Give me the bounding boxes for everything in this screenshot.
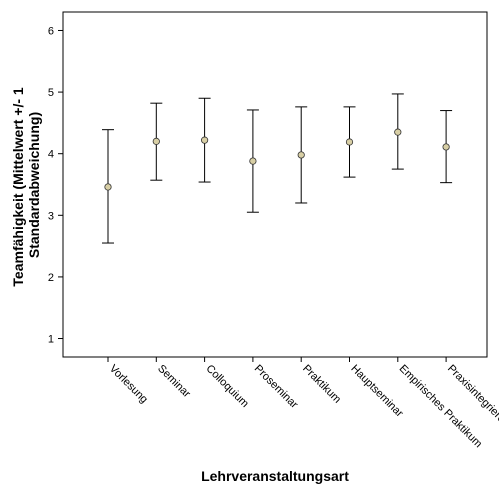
plot-frame xyxy=(62,11,488,358)
x-tick-label: Proseminar xyxy=(252,363,300,411)
y-axis-title: Teamfähigkeit (Mittelwert +/- 1 Standard… xyxy=(10,83,42,286)
mean-point xyxy=(152,137,160,145)
y-axis: 1 2 3 4 5 6 xyxy=(48,25,63,346)
mean-point xyxy=(297,151,305,159)
x-tick-label: Vorlesung xyxy=(107,363,150,406)
x-axis-title: Lehrveranstaltungsart xyxy=(201,468,349,484)
y-tick-label: 2 xyxy=(48,272,54,284)
y-tick-label: 5 xyxy=(48,87,54,99)
mean-point xyxy=(394,128,402,136)
mean-point xyxy=(442,143,450,151)
mean-point xyxy=(249,157,257,165)
x-tick-label: Colloquium xyxy=(203,363,250,410)
x-tick-label: Empirisches Praktikum xyxy=(397,363,485,451)
x-tick-label: Seminar xyxy=(155,363,193,401)
mean-point xyxy=(104,183,112,191)
y-tick-label: 1 xyxy=(48,334,54,346)
y-tick-label: 4 xyxy=(48,149,54,161)
error-bar-series xyxy=(102,93,453,244)
x-tick-label: Praktikum xyxy=(300,363,343,406)
y-tick-label: 3 xyxy=(48,210,54,222)
y-axis-title-line-2: Standardabweichung) xyxy=(26,112,42,258)
y-tick-label: 6 xyxy=(48,25,54,37)
y-axis-title-line-1: Teamfähigkeit (Mittelwert +/- 1 xyxy=(10,87,26,286)
x-axis: Vorlesung Seminar Colloquium Proseminar Prak… xyxy=(107,357,499,450)
mean-point xyxy=(345,138,354,146)
mean-point xyxy=(201,136,209,144)
